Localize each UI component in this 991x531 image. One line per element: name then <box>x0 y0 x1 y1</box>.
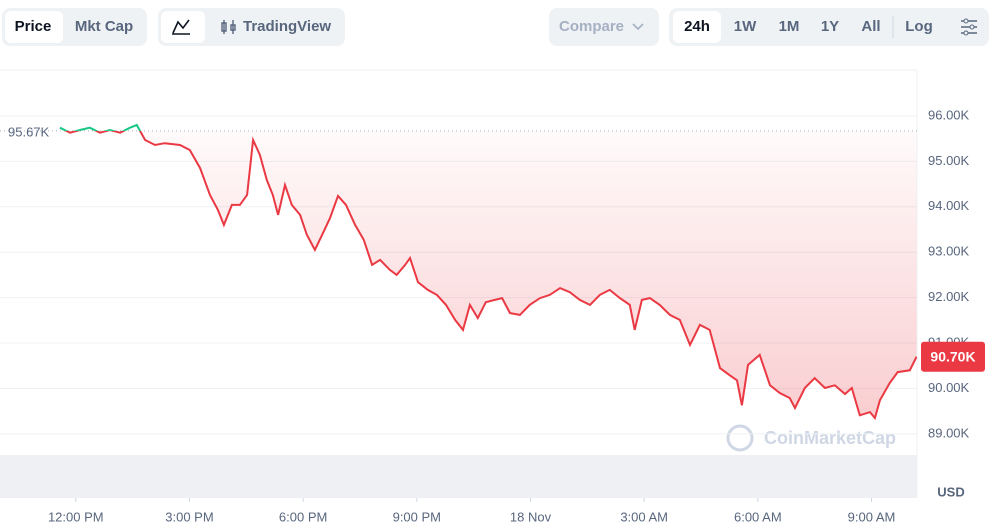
y-tick-label: 95.00K <box>928 153 970 168</box>
compare-button[interactable] <box>549 8 659 46</box>
price-line <box>64 130 917 421</box>
y-tick-label: 90.00K <box>928 380 970 395</box>
x-tick-label: 9:00 AM <box>848 509 896 524</box>
x-tick-label: 6:00 AM <box>734 509 782 524</box>
currency: USD <box>937 484 964 499</box>
y-tick-label: 96.00K <box>928 107 970 122</box>
volume-band <box>0 455 917 498</box>
range-active <box>673 11 721 43</box>
range-button[interactable]: 1Y <box>821 18 839 35</box>
log-button[interactable]: Log <box>905 18 933 35</box>
x-tick-label: 3:00 AM <box>620 509 668 524</box>
range-button[interactable]: 24h <box>684 18 710 35</box>
tradingview[interactable]: TradingView <box>243 18 331 35</box>
settings-knob <box>963 18 969 24</box>
reference-label: 95.67K <box>8 124 50 139</box>
x-tick-label: 18 Nov <box>510 509 552 524</box>
y-tick-label: 93.00K <box>928 244 970 259</box>
tab[interactable]: Price <box>15 18 52 35</box>
area <box>66 130 917 418</box>
compare[interactable]: Compare <box>559 18 624 35</box>
tab-active <box>5 11 63 43</box>
range-button[interactable]: 1W <box>734 18 757 35</box>
price-tag <box>921 341 985 372</box>
x-tick-label: 12:00 PM <box>48 509 104 524</box>
settings-knob <box>969 24 975 30</box>
y-tick-label: 89.00K <box>928 425 970 440</box>
candle-icon <box>221 20 236 34</box>
settings-knob <box>963 30 969 36</box>
y-tick-label: 94.00K <box>928 198 970 213</box>
y-tick-label: 92.00K <box>928 289 970 304</box>
x-tick-label: 6:00 PM <box>279 509 327 524</box>
chevron <box>632 23 644 31</box>
watermark-text: CoinMarketCap <box>764 428 896 448</box>
tab[interactable]: Mkt Cap <box>75 18 133 35</box>
range-button[interactable]: All <box>861 18 880 35</box>
x-tick-label: 3:00 PM <box>165 509 213 524</box>
range-group <box>669 8 989 46</box>
watermark: CoinMarketCap <box>726 424 896 452</box>
x-tick-label: 9:00 PM <box>393 509 441 524</box>
price-tag-label: 90.70K <box>930 348 975 364</box>
line-icon <box>172 19 190 35</box>
range-button[interactable]: 1M <box>779 18 800 35</box>
